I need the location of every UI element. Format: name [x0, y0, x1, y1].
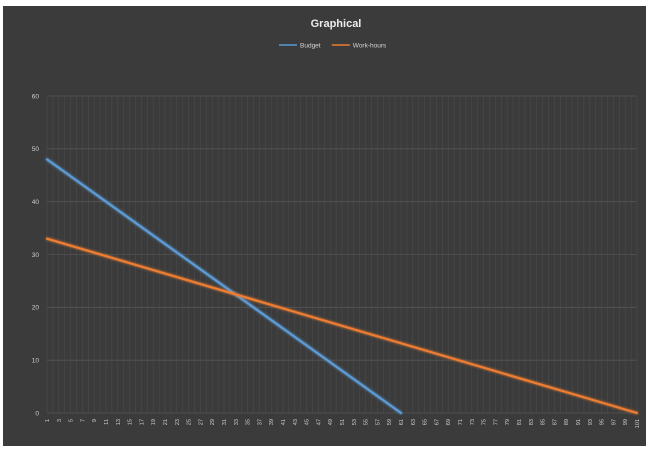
legend-label: Work-hours	[353, 42, 387, 49]
x-tick-label: 69	[446, 419, 452, 425]
x-tick-label: 91	[576, 419, 582, 425]
x-tick-label: 37	[257, 419, 263, 425]
chart-frame: Graphical Budget Work-hours 0 10 20 30 40 50 60…	[3, 6, 646, 446]
series-line-work-hours	[45, 237, 639, 415]
x-tick-label: 77	[493, 419, 499, 425]
x-tick-label: 75	[482, 419, 488, 425]
line-chart: Graphical Budget Work-hours 0 10 20 30 40 50 60…	[32, 18, 641, 428]
x-tick-label: 83	[529, 419, 535, 425]
x-tick-label: 93	[588, 419, 594, 425]
x-tick-label: 79	[505, 419, 511, 425]
legend: Budget Work-hours	[279, 42, 387, 49]
x-tick-label: 19	[151, 419, 157, 425]
legend-label: Budget	[300, 42, 321, 49]
x-tick-label: 31	[222, 419, 228, 425]
x-tick-label: 95	[600, 419, 606, 425]
y-tick-label: 50	[32, 146, 40, 153]
x-tick-label: 5	[69, 419, 75, 422]
x-tick-label: 101	[635, 419, 641, 428]
x-tick-label: 1	[45, 419, 51, 422]
x-tick-label: 89	[564, 419, 570, 425]
x-tick-label: 39	[269, 419, 275, 425]
y-tick-label: 20	[32, 305, 40, 312]
x-tick-label: 21	[163, 419, 169, 425]
x-tick-label: 17	[139, 419, 145, 425]
x-tick-label: 71	[458, 419, 464, 425]
x-tick-label: 7	[80, 419, 86, 422]
x-tick-label: 33	[234, 419, 240, 425]
x-tick-label: 67	[434, 419, 440, 425]
x-tick-label: 53	[352, 419, 358, 425]
x-tick-label: 15	[128, 419, 134, 425]
x-tick-label: 41	[281, 419, 287, 425]
x-tick-label: 57	[375, 419, 381, 425]
x-tick-label: 3	[57, 419, 63, 422]
y-tick-label: 30	[32, 252, 40, 259]
x-tick-label: 73	[470, 419, 476, 425]
grid	[46, 95, 638, 414]
x-tick-label: 59	[387, 419, 393, 425]
series-layer	[45, 158, 639, 415]
x-tick-label: 65	[423, 419, 429, 425]
x-tick-label: 35	[246, 419, 252, 425]
y-tick-label: 40	[32, 199, 40, 206]
x-tick-label: 11	[104, 419, 110, 425]
x-tick-label: 61	[399, 419, 405, 425]
x-tick-label: 49	[328, 419, 334, 425]
x-tick-label: 47	[316, 419, 322, 425]
y-tick-label: 60	[32, 93, 40, 100]
x-tick-label: 13	[116, 419, 122, 425]
x-tick-label: 85	[541, 419, 547, 425]
x-tick-label: 27	[198, 419, 204, 425]
x-tick-label: 23	[175, 419, 181, 425]
x-tick-label: 81	[517, 419, 523, 425]
x-axis: 1 3 5 7 9 11 13 15 17 19 21 23 25 27 29 31 33 35 37 39 41 43 4…	[45, 419, 641, 428]
x-tick-label: 45	[305, 419, 311, 425]
x-tick-label: 97	[611, 419, 617, 425]
y-tick-label: 10	[32, 357, 40, 364]
chart-title: Graphical	[311, 18, 362, 30]
x-tick-label: 55	[364, 419, 370, 425]
y-tick-label: 0	[35, 410, 39, 417]
x-tick-label: 51	[340, 419, 346, 425]
x-tick-label: 43	[293, 419, 299, 425]
x-tick-label: 9	[92, 419, 98, 422]
x-tick-label: 25	[187, 419, 193, 425]
x-tick-label: 63	[411, 419, 417, 425]
x-tick-label: 99	[623, 419, 629, 425]
series-line-budget	[45, 158, 403, 415]
x-tick-label: 29	[210, 419, 216, 425]
x-tick-label: 87	[552, 419, 558, 425]
y-axis: 0 10 20 30 40 50 60	[32, 93, 40, 417]
